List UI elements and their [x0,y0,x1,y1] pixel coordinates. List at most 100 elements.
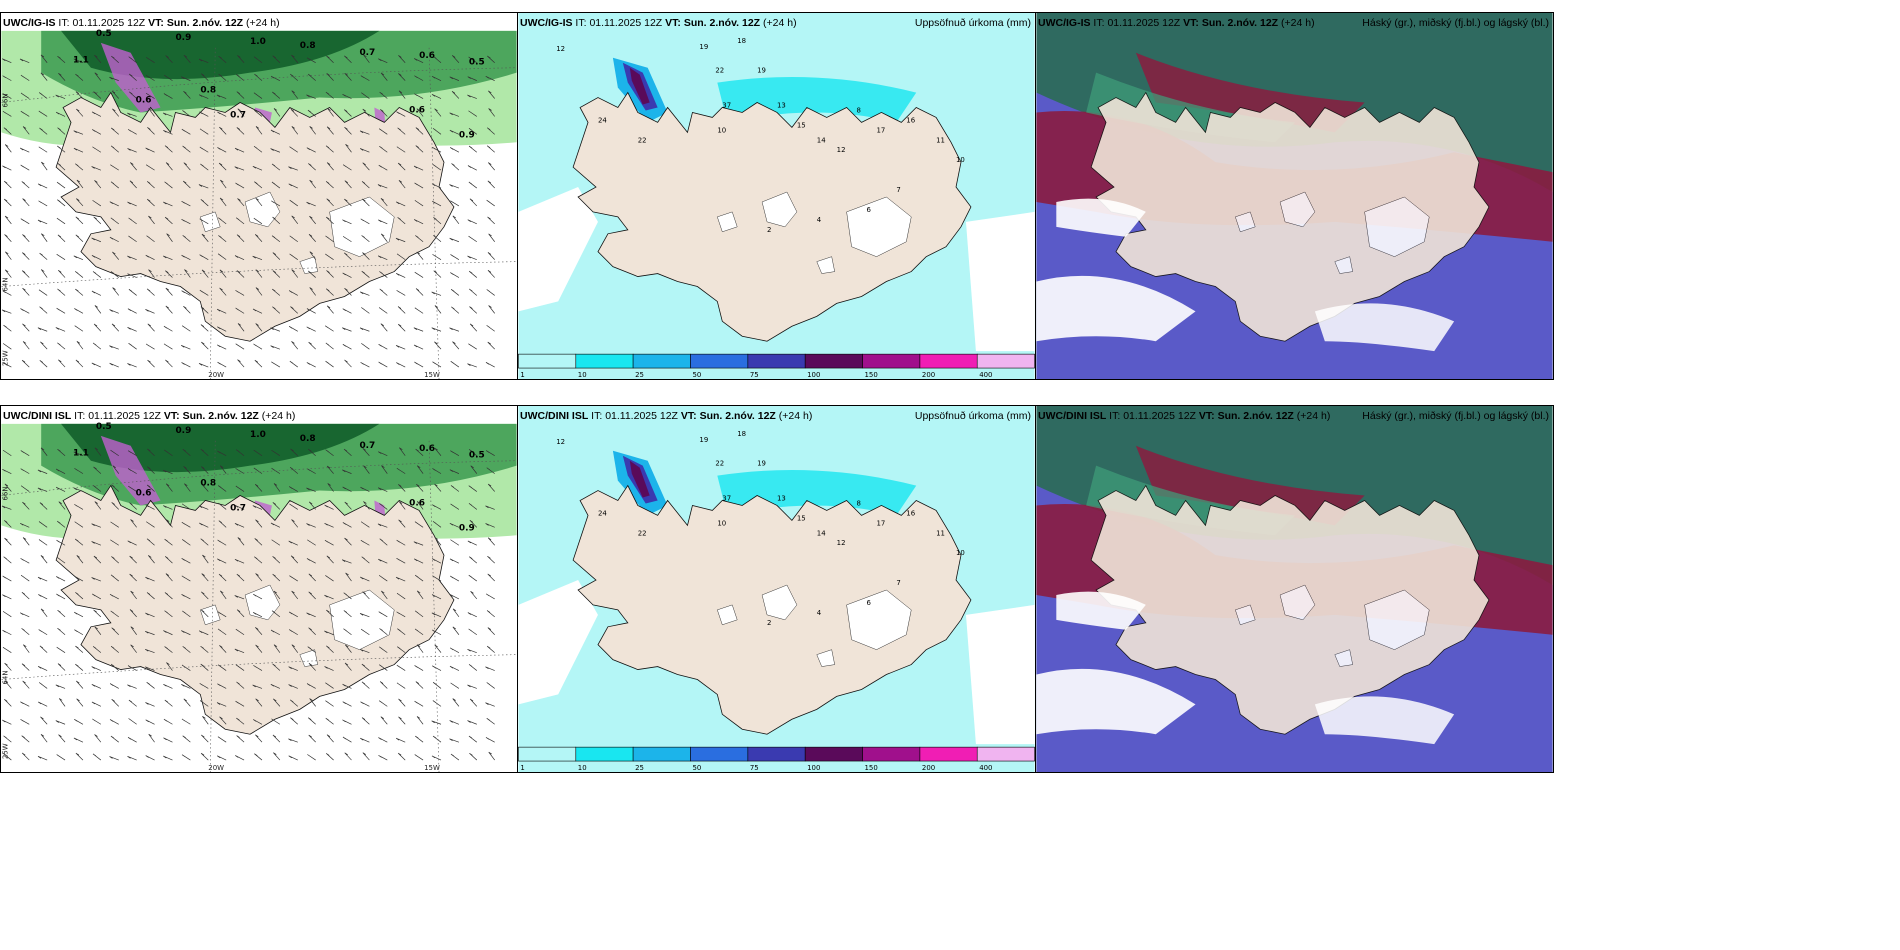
wind-barb [485,75,495,81]
precip-value: 22 [638,529,647,537]
wind-barb [181,200,191,207]
wind-barb [236,234,245,242]
wind-barb [217,111,227,117]
wind-barb [218,235,227,243]
glacier [200,604,221,626]
wind-barb [485,737,495,743]
wind-barb [413,165,424,171]
wind-barb [378,558,388,564]
wind-barb [4,269,12,278]
wind-barb [74,538,84,546]
no-precip-area [965,604,1035,745]
wind-barb [378,361,388,368]
wind-barb [254,234,263,242]
wind-barb [450,289,460,296]
wind-barb [395,201,406,207]
wind-barb [289,146,298,153]
wind-barb [4,483,12,492]
wind-barb [164,556,173,564]
wind-barb [74,521,84,528]
wind-barb [56,253,66,260]
wind-barb [21,735,30,743]
wind-barb [218,217,227,225]
colorbar-swatch [862,353,921,369]
wind-barb [55,684,66,689]
value-label: 0.9 [175,426,191,436]
wind-barb [378,575,388,582]
wind-barb [342,93,352,99]
wind-barb [56,646,66,653]
wind-barb [433,56,442,63]
mid-cloud-band [1135,52,1365,133]
wind-barb [485,450,495,457]
wind-barb [109,362,119,368]
wind-barb [219,269,227,278]
wind-barb [165,359,173,368]
wind-barb [181,290,191,296]
wind-barb [57,609,66,618]
axis-labels: 66N 64N 25W 20W 15W [1,486,440,772]
wind-barb [288,540,298,546]
wind-barb [128,217,137,225]
wind-barb [129,502,137,510]
wind-barb [433,235,442,243]
wind-barb [306,57,316,64]
wind-barb [343,628,352,636]
wind-barb [183,54,191,63]
wind-barb [198,184,209,189]
wind-barb [200,73,209,81]
wind-barb [200,645,209,653]
wind-barb [487,483,495,492]
wind-barb [57,55,66,63]
wind-barb [360,521,370,528]
precip-value: 14 [817,529,826,537]
glacier [329,196,395,257]
wind-barb [128,56,137,64]
clear-sky [1314,303,1455,352]
wind-barb [55,486,66,492]
wind-barb [414,610,424,618]
wind-barb [145,719,155,725]
wind-barb [74,504,84,510]
precip-value: 24 [598,116,607,124]
panel-header: UWC/DINI ISL IT: 01.11.2025 12Z VT: Sun.… [520,410,813,422]
wind-barb [272,573,281,582]
wind-barb [110,735,119,743]
wind-barb [199,289,209,296]
wind-barb [199,522,209,528]
wind-barb [146,538,155,546]
wind-barb [183,698,191,707]
wind-barb [432,575,442,582]
wind-barb [217,755,227,761]
colorbar-tick: 100 [807,371,820,379]
wind-barb [129,609,137,618]
wind-barb [272,306,281,314]
colorbar-tick: 200 [922,764,935,772]
wind-barb [306,308,316,314]
wind-barb [288,183,298,189]
map-title: Uppsöfnuð úrkoma (mm) [914,410,1031,422]
lon-label: 25W [1,350,9,366]
wind-barb [434,341,442,350]
wind-barb [308,717,316,725]
wind-barb [469,519,478,528]
wind-barb [146,181,155,189]
wind-barb [272,91,281,99]
wind-barb [20,164,30,171]
colorbar-swatch [804,746,863,762]
wind-barb [308,627,316,635]
wind-barb [362,752,370,761]
precip-value: 2 [767,226,771,234]
wind-barb [416,465,424,474]
precip-value: 18 [737,37,746,45]
wind-barb [469,288,478,296]
wind-barb [130,590,137,600]
wind-barb [201,591,209,600]
wind-barb [414,200,424,207]
wind-barb [237,55,245,63]
wind-barb [342,308,352,314]
colorbar-tick: 25 [635,371,644,379]
wind-barb [253,343,263,350]
wind-barb [271,200,281,207]
wind-barb [378,737,388,743]
